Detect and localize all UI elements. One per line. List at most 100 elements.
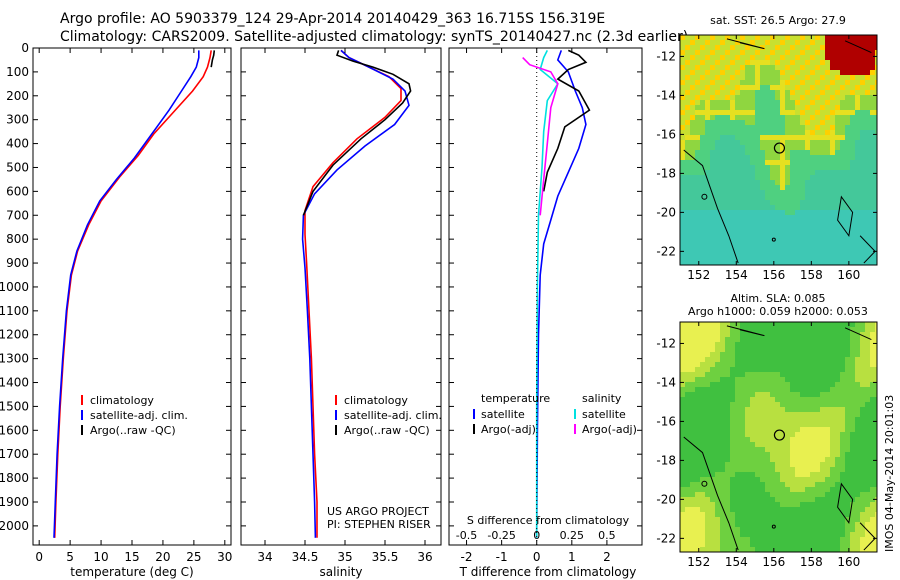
depth-ytick: 1300: [0, 352, 29, 366]
sst-map-panel: sat. SST: 26.5 Argo: 27.9 152 154 156 158 16…: [656, 14, 878, 282]
map-ytick: -20: [656, 205, 676, 219]
map-xtick: 152: [687, 555, 710, 569]
legend-entry: satellite: [582, 408, 626, 421]
legend-entry: satellite: [481, 408, 525, 421]
difference-series-line: [542, 49, 591, 192]
map-ytick: -12: [656, 336, 676, 350]
sla-map-panel: Altim. SLA: 0.085 Argo h1000: 0.059 h200…: [656, 292, 878, 569]
map-xtick: 156: [762, 555, 785, 569]
legend-entry: climatology: [90, 394, 154, 407]
profile-location-marker: [773, 142, 786, 154]
depth-ytick: 600: [6, 184, 29, 198]
map-xtick: 154: [725, 268, 748, 282]
legend-entry: Argo(-adj): [481, 423, 536, 436]
pi-label: PI: STEPHEN RISER: [327, 518, 431, 531]
depth-ytick: 700: [6, 208, 29, 222]
salinity-xtick: 35: [337, 550, 352, 564]
depth-ytick: 1100: [0, 304, 29, 318]
depth-ytick: 1600: [0, 423, 29, 437]
map-xtick: 154: [725, 555, 748, 569]
map-xtick: 152: [687, 268, 710, 282]
temperature-xtick: 10: [93, 550, 108, 564]
map-ytick: -14: [656, 375, 676, 389]
difference-xtick: 1: [568, 550, 576, 564]
difference-stick: 0.5: [598, 529, 616, 542]
sla-map-subtitle: Argo h1000: 0.059 h2000: 0.053: [688, 305, 868, 318]
map-ytick: -16: [656, 127, 676, 141]
difference-xtick: -2: [461, 550, 473, 564]
legend-entry: Argo(..raw -QC): [90, 424, 176, 437]
project-label: US ARGO PROJECT: [327, 505, 429, 518]
temperature-xtick: 20: [155, 550, 170, 564]
salinity-legend: climatology satellite-adj. clim. Argo(..ra…: [335, 394, 442, 437]
difference-series-line: [535, 50, 587, 538]
salinity-xtick: 34.5: [292, 550, 319, 564]
depth-ytick: 300: [6, 113, 29, 127]
depth-ytick: 1400: [0, 376, 29, 390]
temperature-xtick: 5: [66, 550, 74, 564]
difference-series-line: [535, 50, 559, 538]
legend-entry: Argo(-adj): [582, 423, 637, 436]
map-xtick: 158: [800, 555, 823, 569]
depth-ytick: 1900: [0, 495, 29, 509]
map-ytick: -18: [656, 453, 676, 467]
map-ytick: -14: [656, 88, 676, 102]
map-xtick: 156: [762, 268, 785, 282]
difference-legend: temperature salinity satellite Argo(-adj) sa…: [473, 392, 637, 436]
difference-stick: 0.25: [560, 529, 585, 542]
salinity-xtick: 35.5: [372, 550, 399, 564]
temperature-series-line: [53, 50, 200, 538]
profile-location-marker: [773, 429, 786, 441]
temperature-panel: 0 5 10 15 20 25 300100200300400500600700800900…: [0, 41, 232, 579]
depth-ytick: 200: [6, 89, 29, 103]
salinity-xtick: 36: [417, 550, 432, 564]
difference-xtick: 0: [533, 550, 541, 564]
depth-ytick: 1700: [0, 447, 29, 461]
depth-ytick: 100: [6, 65, 29, 79]
depth-ytick: 1800: [0, 471, 29, 485]
sla-map-title: Altim. SLA: 0.085: [730, 292, 825, 305]
map-ytick: -18: [656, 166, 676, 180]
salinity-series-line: [301, 49, 410, 538]
temperature-xtick: 30: [217, 550, 232, 564]
temperature-series-line: [210, 50, 216, 68]
depth-ytick: 400: [6, 137, 29, 151]
difference-xlabel: T difference from climatology: [459, 565, 637, 579]
temperature-xtick: 0: [35, 550, 43, 564]
sst-map-title: sat. SST: 26.5 Argo: 27.9: [710, 14, 846, 27]
temperature-xlabel: temperature (deg C): [70, 565, 193, 579]
depth-ytick: 800: [6, 232, 29, 246]
map-ytick: -12: [656, 49, 676, 63]
map-xtick: 160: [837, 268, 860, 282]
map-ytick: -22: [656, 531, 676, 545]
legend-entry: satellite-adj. clim.: [90, 409, 188, 422]
difference-stick: -0.25: [487, 529, 515, 542]
salinity-series-line: [302, 50, 412, 216]
legend-title: salinity: [582, 392, 622, 405]
legend-title: temperature: [481, 392, 550, 405]
header-line1: Argo profile: AO 5903379_124 29-Apr-2014…: [60, 11, 605, 27]
difference-panel: -2 -1 0 1 2 S difference from climatology -0…: [448, 47, 643, 579]
salinity-xtick: 34: [257, 550, 272, 564]
map-ytick: -20: [656, 492, 676, 506]
depth-ytick: 2000: [0, 519, 29, 533]
temperature-legend: climatology satellite-adj. clim. Argo(..ra…: [81, 394, 188, 437]
temperature-xtick: 15: [124, 550, 139, 564]
legend-entry: satellite-adj. clim.: [344, 409, 442, 422]
map-xtick: 158: [800, 268, 823, 282]
salinity-xlabel: salinity: [319, 565, 362, 579]
depth-ytick: 0: [21, 41, 29, 55]
imos-stamp: IMOS 04-May-2014 20:01:03: [883, 395, 896, 552]
difference-s-label: S difference from climatology: [467, 514, 630, 527]
header-line2: Climatology: CARS2009. Satellite-adjuste…: [60, 29, 688, 45]
temperature-xtick: 25: [186, 550, 201, 564]
difference-xtick: -1: [496, 550, 508, 564]
legend-entry: Argo(..raw -QC): [344, 424, 430, 437]
difference-stick: 0: [533, 529, 540, 542]
map-ytick: -16: [656, 414, 676, 428]
legend-entry: climatology: [344, 394, 408, 407]
depth-ytick: 1500: [0, 399, 29, 413]
map-ytick: -22: [656, 244, 676, 258]
difference-xtick: 2: [603, 550, 611, 564]
